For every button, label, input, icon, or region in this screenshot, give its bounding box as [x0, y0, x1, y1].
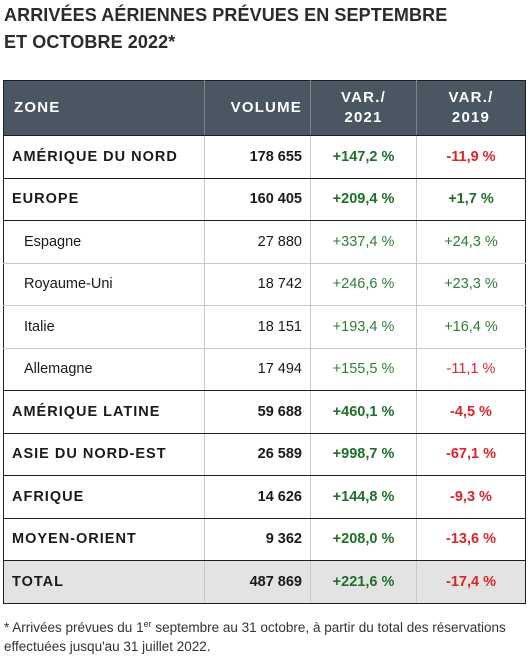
volume-cell: 18 742	[204, 263, 311, 306]
footnote-text-start: * Arrivées prévues du 1	[4, 620, 144, 635]
column-header-var-2019-line2: 2019	[451, 109, 491, 126]
var-2021-cell: +209,4 %	[310, 178, 417, 221]
zone-cell: EUROPE	[3, 178, 205, 221]
var-2021-cell: +998,7 %	[310, 433, 417, 476]
var-2019-cell: +23,3 %	[416, 263, 526, 306]
total-var-2021-cell: +221,6 %	[310, 560, 417, 604]
column-header-var-2019: VAR./ 2019	[416, 80, 526, 136]
zone-cell: Italie	[3, 305, 205, 349]
var-2019-cell: -9,3 %	[416, 475, 526, 519]
title-line-1: ARRIVÉES AÉRIENNES PRÉVUES EN SEPTEMBRE	[4, 5, 448, 25]
table-row: EUROPE 160 405 +209,4 % +1,7 %	[3, 178, 526, 221]
zone-cell: AMÉRIQUE LATINE	[3, 390, 205, 434]
var-2019-cell: -13,6 %	[416, 518, 526, 561]
var-2021-cell: +246,6 %	[310, 263, 417, 306]
table-row: AFRIQUE 14 626 +144,8 % -9,3 %	[3, 475, 526, 519]
volume-cell: 18 151	[204, 305, 311, 349]
var-2021-cell: +337,4 %	[310, 220, 417, 264]
var-2019-cell: +16,4 %	[416, 305, 526, 349]
var-2019-cell: +24,3 %	[416, 220, 526, 264]
zone-cell: ASIE DU NORD-EST	[3, 433, 205, 476]
volume-cell: 27 880	[204, 220, 311, 264]
column-header-var-2021: VAR./ 2021	[310, 80, 417, 136]
footnote-superscript: er	[143, 619, 152, 629]
table-row: Italie 18 151 +193,4 % +16,4 %	[3, 305, 526, 349]
table-row: ASIE DU NORD-EST 26 589 +998,7 % -67,1 %	[3, 433, 526, 476]
volume-cell: 160 405	[204, 178, 311, 221]
table-row: AMÉRIQUE DU NORD 178 655 +147,2 % -11,9 …	[3, 135, 526, 179]
column-header-var-2021-line1: VAR./	[341, 89, 386, 106]
var-2021-cell: +460,1 %	[310, 390, 417, 434]
table-row: AMÉRIQUE LATINE 59 688 +460,1 % -4,5 %	[3, 390, 526, 434]
arrivals-table: ZONE VOLUME VAR./ 2021 VAR./ 2019 AMÉRIQ…	[3, 80, 526, 604]
var-2019-cell: +1,7 %	[416, 178, 526, 221]
total-label-cell: TOTAL	[3, 560, 205, 604]
table-row: Espagne 27 880 +337,4 % +24,3 %	[3, 220, 526, 264]
var-2021-cell: +147,2 %	[310, 135, 417, 179]
total-row: TOTAL 487 869 +221,6 % -17,4 %	[3, 560, 526, 604]
zone-cell: MOYEN-ORIENT	[3, 518, 205, 561]
volume-cell: 26 589	[204, 433, 311, 476]
zone-cell: Royaume-Uni	[3, 263, 205, 306]
footnote-text-end: septembre au 31 octobre, à partir du tot…	[4, 620, 506, 654]
table-row: Royaume-Uni 18 742 +246,6 % +23,3 %	[3, 263, 526, 306]
table-row: Allemagne 17 494 +155,5 % -11,1 %	[3, 348, 526, 391]
zone-cell: AFRIQUE	[3, 475, 205, 519]
var-2019-cell: -4,5 %	[416, 390, 526, 434]
volume-cell: 9 362	[204, 518, 311, 561]
column-header-var-2019-line1: VAR./	[448, 89, 494, 106]
volume-cell: 59 688	[204, 390, 311, 434]
page-title: ARRIVÉES AÉRIENNES PRÉVUES EN SEPTEMBRE …	[4, 2, 504, 56]
var-2019-cell: -11,1 %	[416, 348, 526, 391]
var-2019-cell: -11,9 %	[416, 135, 526, 179]
column-header-volume: VOLUME	[204, 80, 311, 136]
total-volume-cell: 487 869	[204, 560, 311, 604]
table-row: MOYEN-ORIENT 9 362 +208,0 % -13,6 %	[3, 518, 526, 561]
var-2021-cell: +144,8 %	[310, 475, 417, 519]
var-2021-cell: +155,5 %	[310, 348, 417, 391]
var-2021-cell: +193,4 %	[310, 305, 417, 349]
zone-cell: AMÉRIQUE DU NORD	[3, 135, 205, 179]
volume-cell: 14 626	[204, 475, 311, 519]
var-2019-cell: -67,1 %	[416, 433, 526, 476]
var-2021-cell: +208,0 %	[310, 518, 417, 561]
volume-cell: 17 494	[204, 348, 311, 391]
total-var-2019-cell: -17,4 %	[416, 560, 526, 604]
title-line-2: ET OCTOBRE 2022*	[4, 32, 176, 52]
zone-cell: Espagne	[3, 220, 205, 264]
volume-cell: 178 655	[204, 135, 311, 179]
table-header-row: ZONE VOLUME VAR./ 2021 VAR./ 2019	[3, 80, 526, 136]
zone-cell: Allemagne	[3, 348, 205, 391]
footnote: * Arrivées prévues du 1er septembre au 3…	[4, 618, 524, 656]
column-header-var-2021-line2: 2021	[344, 109, 383, 126]
column-header-zone: ZONE	[3, 80, 205, 136]
